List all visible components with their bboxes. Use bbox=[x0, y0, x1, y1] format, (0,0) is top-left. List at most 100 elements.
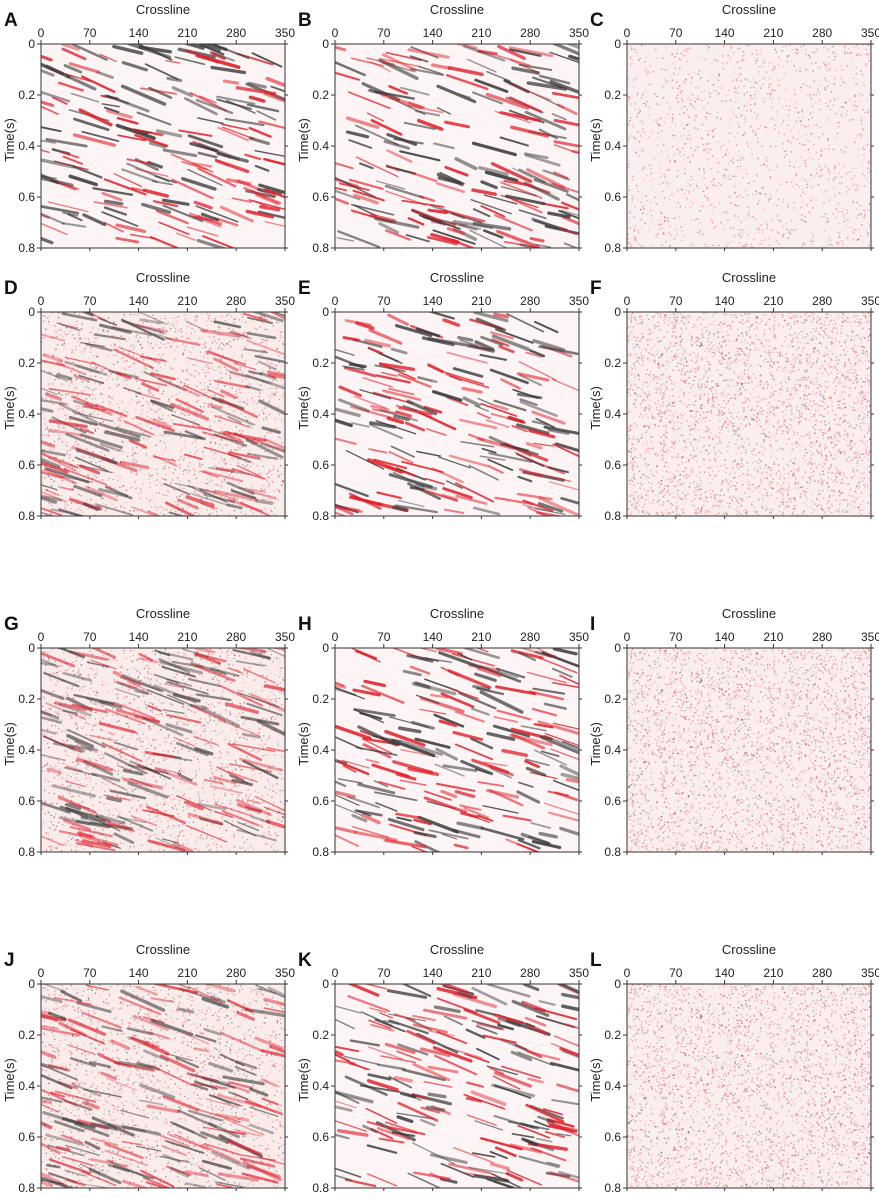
y-tick-label: 0.6 bbox=[312, 190, 329, 204]
x-tick-label: 140 bbox=[129, 966, 149, 980]
x-axis-title: Crossline bbox=[136, 606, 190, 621]
x-tick-label: 280 bbox=[520, 26, 540, 40]
y-tick-label: 0.8 bbox=[312, 241, 329, 255]
x-tick-label: 350 bbox=[275, 966, 295, 980]
x-tick-label: 0 bbox=[38, 966, 45, 980]
y-axis-title: Time(s) bbox=[588, 1058, 603, 1102]
x-axis-title: Crossline bbox=[430, 270, 484, 285]
x-axis-title: Crossline bbox=[430, 942, 484, 957]
panel-a: A Crossline Time(s) 0 70 140 210 280 350 0 0.2 0.4 0… bbox=[2, 2, 295, 255]
y-tick-label: 0.2 bbox=[18, 356, 35, 370]
x-tick-label: 280 bbox=[226, 26, 246, 40]
y-tick-label: 0.6 bbox=[312, 1130, 329, 1144]
y-tick-label: 0 bbox=[28, 641, 35, 655]
x-tick-label: 210 bbox=[471, 294, 491, 308]
x-tick-label: 350 bbox=[275, 294, 295, 308]
y-tick-label: 0.4 bbox=[604, 139, 621, 153]
y-tick-label: 0.8 bbox=[312, 509, 329, 523]
x-tick-label: 210 bbox=[763, 294, 783, 308]
y-tick-label: 0.2 bbox=[604, 88, 621, 102]
y-tick-label: 0.6 bbox=[18, 190, 35, 204]
y-tick-label: 0.2 bbox=[312, 692, 329, 706]
x-tick-label: 140 bbox=[423, 630, 443, 644]
x-tick-label: 140 bbox=[423, 26, 443, 40]
y-tick-label: 0.4 bbox=[312, 1079, 329, 1093]
x-tick-label: 140 bbox=[715, 26, 735, 40]
y-tick-label: 0.2 bbox=[312, 356, 329, 370]
x-tick-label: 140 bbox=[715, 630, 735, 644]
x-tick-label: 70 bbox=[669, 294, 683, 308]
x-axis-title: Crossline bbox=[136, 942, 190, 957]
x-tick-label: 0 bbox=[332, 294, 339, 308]
x-tick-label: 140 bbox=[423, 294, 443, 308]
y-tick-label: 0 bbox=[614, 305, 621, 319]
x-tick-label: 350 bbox=[569, 966, 589, 980]
panel-label: L bbox=[590, 950, 602, 971]
seismic-image bbox=[627, 312, 871, 516]
x-tick-label: 350 bbox=[861, 966, 879, 980]
panel-g: G Crossline Time(s) 0 70 140 210 280 350 0 0.2 0.4 0… bbox=[2, 606, 295, 859]
y-tick-label: 0.6 bbox=[604, 1130, 621, 1144]
x-axis-title: Crossline bbox=[722, 942, 776, 957]
x-tick-label: 280 bbox=[226, 294, 246, 308]
y-tick-label: 0.8 bbox=[604, 1181, 621, 1195]
x-tick-label: 210 bbox=[471, 26, 491, 40]
y-tick-label: 0 bbox=[28, 37, 35, 51]
seismic-image bbox=[335, 44, 579, 248]
y-axis-title: Time(s) bbox=[296, 722, 311, 766]
x-tick-label: 350 bbox=[569, 294, 589, 308]
panel-j: J Crossline Time(s) 0 70 140 210 280 350 0 0.2 0.4 0… bbox=[2, 942, 295, 1195]
y-tick-label: 0 bbox=[28, 305, 35, 319]
panel-c: C Crossline Time(s) 0 70 140 210 280 350 0 0.2 0.4 0… bbox=[588, 2, 879, 255]
x-tick-label: 70 bbox=[377, 966, 391, 980]
panel-label: J bbox=[4, 950, 15, 971]
y-tick-label: 0.2 bbox=[18, 1028, 35, 1042]
y-tick-label: 0 bbox=[614, 641, 621, 655]
x-tick-label: 70 bbox=[669, 966, 683, 980]
y-tick-label: 0.8 bbox=[18, 509, 35, 523]
y-tick-label: 0.2 bbox=[604, 356, 621, 370]
x-tick-label: 210 bbox=[471, 630, 491, 644]
y-tick-label: 0.6 bbox=[312, 794, 329, 808]
panel-label: A bbox=[4, 10, 18, 31]
x-tick-label: 70 bbox=[669, 630, 683, 644]
panel-label: I bbox=[590, 614, 595, 635]
panel-label: K bbox=[298, 950, 312, 971]
x-axis-title: Crossline bbox=[430, 2, 484, 17]
x-tick-label: 70 bbox=[83, 630, 97, 644]
x-tick-label: 0 bbox=[624, 966, 631, 980]
x-tick-label: 210 bbox=[763, 966, 783, 980]
panel-l: L Crossline Time(s) 0 70 140 210 280 350 0 0.2 0.4 0… bbox=[588, 942, 879, 1195]
y-tick-label: 0.4 bbox=[312, 407, 329, 421]
x-tick-label: 140 bbox=[129, 26, 149, 40]
x-tick-label: 140 bbox=[715, 966, 735, 980]
panel-label: G bbox=[4, 614, 19, 635]
x-tick-label: 70 bbox=[83, 26, 97, 40]
y-tick-label: 0.8 bbox=[312, 1181, 329, 1195]
x-tick-label: 210 bbox=[763, 26, 783, 40]
x-tick-label: 0 bbox=[624, 26, 631, 40]
x-axis-title: Crossline bbox=[722, 270, 776, 285]
y-tick-label: 0.4 bbox=[18, 139, 35, 153]
y-tick-label: 0.8 bbox=[604, 509, 621, 523]
x-tick-label: 70 bbox=[377, 630, 391, 644]
x-axis-title: Crossline bbox=[136, 2, 190, 17]
y-tick-label: 0.4 bbox=[312, 139, 329, 153]
y-axis-title: Time(s) bbox=[296, 386, 311, 430]
y-tick-label: 0.4 bbox=[18, 407, 35, 421]
seismic-image bbox=[41, 984, 285, 1188]
panel-e: E Crossline Time(s) 0 70 140 210 280 350 0 0.2 0.4 0… bbox=[296, 270, 589, 523]
x-tick-label: 350 bbox=[569, 26, 589, 40]
x-tick-label: 280 bbox=[520, 630, 540, 644]
y-axis-title: Time(s) bbox=[296, 1058, 311, 1102]
y-tick-label: 0 bbox=[322, 977, 329, 991]
x-axis-title: Crossline bbox=[722, 606, 776, 621]
seismic-image bbox=[41, 312, 285, 516]
y-tick-label: 0.6 bbox=[604, 794, 621, 808]
y-tick-label: 0.4 bbox=[604, 743, 621, 757]
y-axis-title: Time(s) bbox=[296, 118, 311, 162]
y-tick-label: 0 bbox=[322, 305, 329, 319]
y-axis-title: Time(s) bbox=[2, 386, 17, 430]
x-axis-title: Crossline bbox=[136, 270, 190, 285]
